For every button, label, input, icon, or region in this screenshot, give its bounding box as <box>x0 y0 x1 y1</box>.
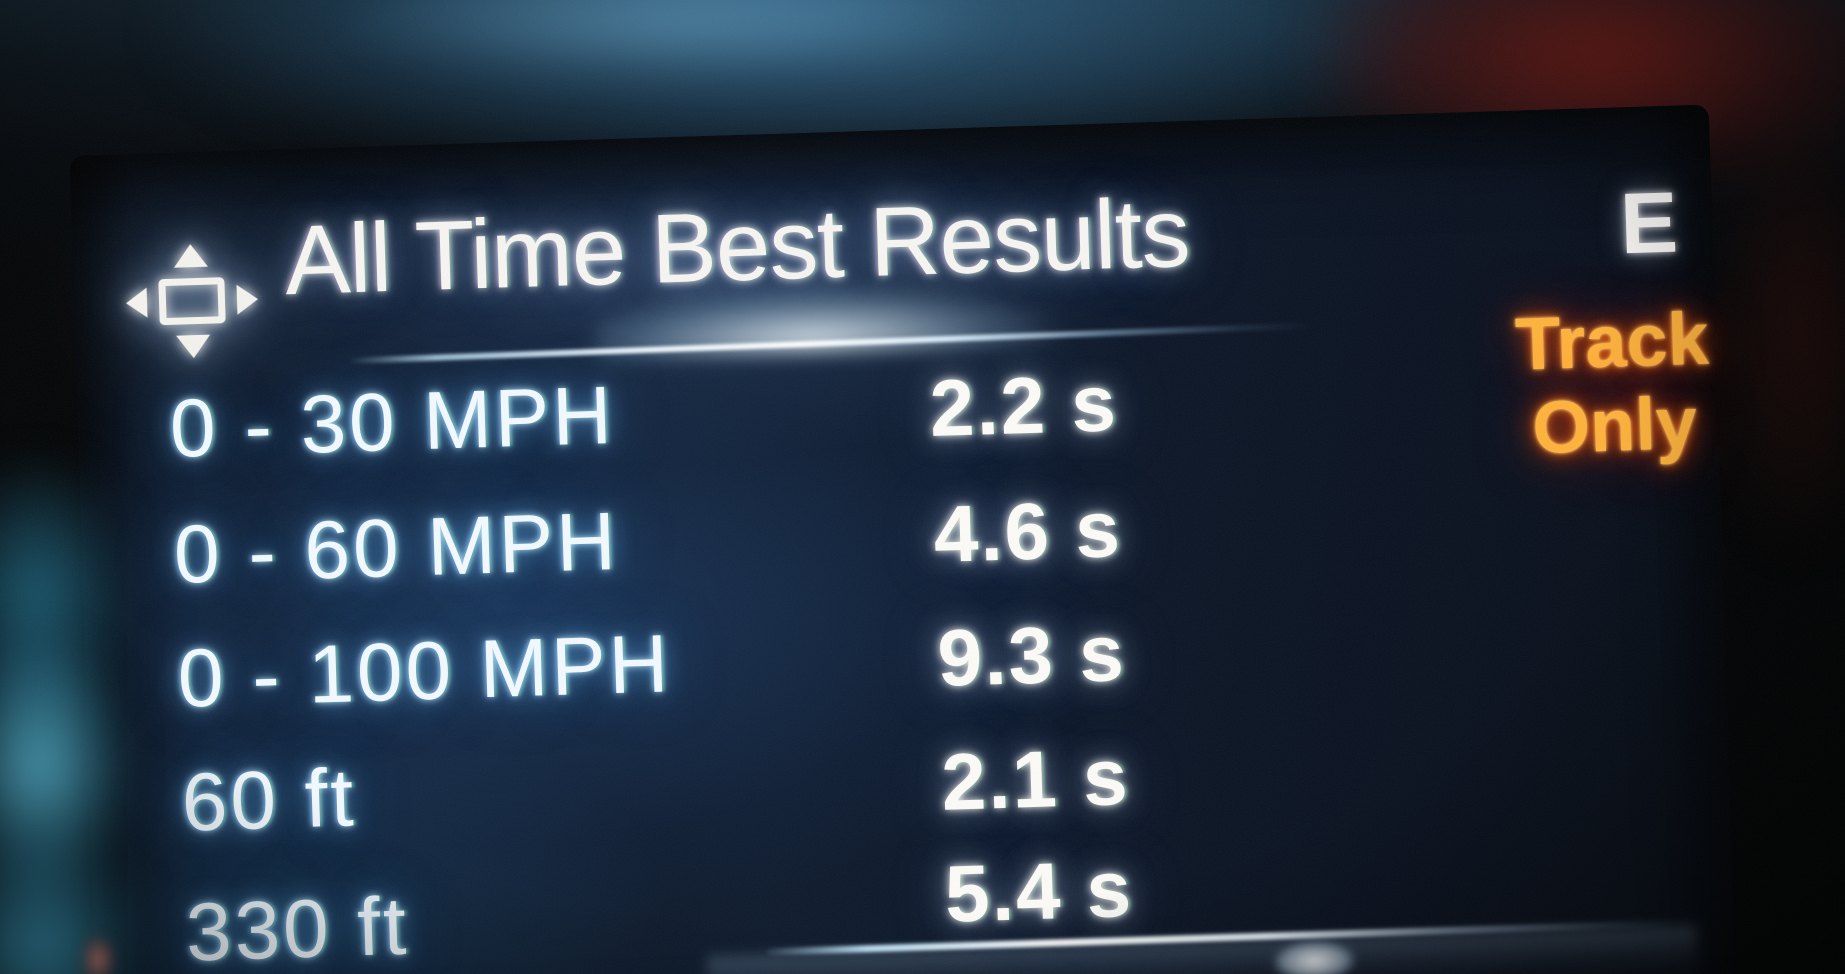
result-value: 9.3 s <box>936 608 1127 703</box>
dpad-left-arrow <box>125 287 148 319</box>
cutoff-next-row-glyph <box>1272 939 1356 974</box>
result-label: 0 - 30 MPH <box>168 369 616 475</box>
result-row-0-30: 0 - 30 MPH 2.2 s <box>77 340 1719 491</box>
background-blue-highlight <box>330 0 1010 80</box>
result-label: 60 ft <box>180 752 358 849</box>
result-row-0-100: 0 - 100 MPH 9.3 s <box>85 590 1727 741</box>
result-label: 0 - 100 MPH <box>176 618 673 725</box>
result-value: 2.1 s <box>940 731 1131 827</box>
result-value: 4.6 s <box>932 484 1123 579</box>
result-row-0-60: 0 - 60 MPH 4.6 s <box>81 466 1723 617</box>
dpad-center-button <box>158 277 226 326</box>
result-label: 330 ft <box>184 880 411 974</box>
result-value: 2.2 s <box>928 358 1120 454</box>
dpad-right-arrow <box>236 284 259 315</box>
dpad-up-arrow <box>173 243 208 268</box>
result-label: 0 - 60 MPH <box>172 495 620 601</box>
dpad-down-arrow <box>176 334 211 359</box>
dpad-icon <box>124 242 260 360</box>
result-value: 5.4 s <box>943 843 1135 939</box>
result-row-60ft: 60 ft 2.1 s <box>89 714 1731 865</box>
cluster-screen: All Time Best Results E Track Only 0 - 3… <box>69 104 1737 974</box>
gear-indicator: E <box>1618 174 1680 273</box>
